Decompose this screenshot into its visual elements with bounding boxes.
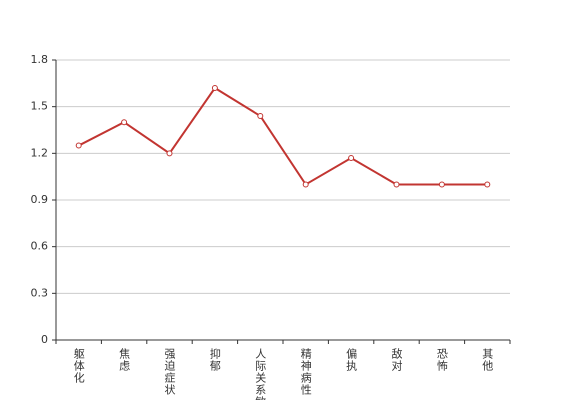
point [257,113,264,119]
y-tick-label: 1.5 [31,100,49,113]
x-tick-label: 偏执 [345,347,358,372]
point [302,181,309,188]
x-tick-label: 躯体化 [72,348,85,384]
x-tick-label: 敌对 [390,347,403,372]
x-tick-label: 人际关系敏感 [254,348,267,400]
y-tick-label: 1.8 [31,53,49,66]
point [75,142,82,149]
y-tick-label: 1.2 [31,146,49,159]
point [121,119,128,126]
point [166,150,173,157]
point [484,181,491,188]
line [78,86,488,186]
y-tick-label: 0 [41,333,48,346]
x-tick-label: 抑郁 [208,347,221,372]
x-tick-label: 焦虑 [118,348,131,372]
y-tick-label: 0.6 [31,240,49,253]
y-tick-label: 0.3 [31,286,49,299]
x-tick-label: 恐怖 [435,348,448,372]
point [211,85,218,91]
point [348,155,355,161]
x-tick-label: 强迫症状 [163,348,176,396]
point [438,181,445,188]
x-tick-label: 其他 [481,348,494,372]
y-tick-label: 0.9 [31,193,49,206]
x-tick-label: 精神病性 [299,348,312,396]
point [393,181,400,188]
